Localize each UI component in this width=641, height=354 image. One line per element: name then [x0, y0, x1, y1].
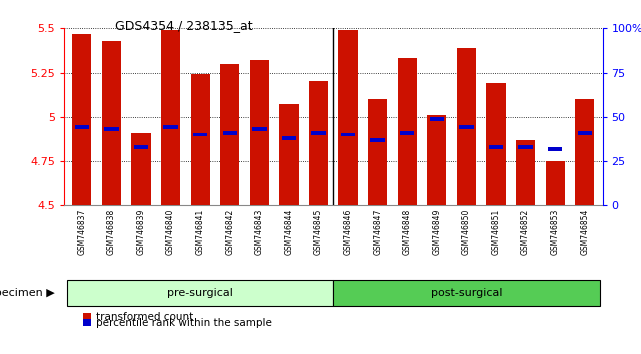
Text: GSM746849: GSM746849	[433, 209, 442, 255]
Bar	[487, 83, 506, 205]
Bar	[338, 30, 358, 205]
Bar	[575, 99, 594, 205]
Bar	[134, 145, 148, 149]
Text: GSM746839: GSM746839	[137, 209, 146, 255]
Bar	[545, 161, 565, 205]
Text: GSM746844: GSM746844	[285, 209, 294, 255]
Text: GSM746851: GSM746851	[492, 209, 501, 255]
Text: GSM746854: GSM746854	[580, 209, 589, 255]
Bar	[220, 64, 239, 205]
Text: GSM746850: GSM746850	[462, 209, 471, 255]
Bar	[250, 60, 269, 205]
Text: post-surgical: post-surgical	[431, 288, 502, 298]
Bar	[370, 138, 385, 142]
Bar	[428, 115, 447, 205]
Bar	[548, 147, 562, 150]
Bar	[519, 145, 533, 149]
Text: GSM746842: GSM746842	[225, 209, 234, 255]
Text: GSM746845: GSM746845	[314, 209, 323, 255]
Bar	[400, 131, 415, 135]
Text: pre-surgical: pre-surgical	[167, 288, 233, 298]
Bar	[459, 125, 474, 129]
Bar	[429, 116, 444, 120]
Text: GSM746852: GSM746852	[521, 209, 530, 255]
Bar	[72, 34, 92, 205]
Text: GSM746837: GSM746837	[78, 209, 87, 255]
Bar	[163, 125, 178, 129]
Text: specimen ▶: specimen ▶	[0, 288, 54, 298]
Bar	[104, 127, 119, 131]
Bar	[193, 132, 208, 136]
Text: GSM746853: GSM746853	[551, 209, 560, 255]
Text: GSM746846: GSM746846	[344, 209, 353, 255]
Text: transformed count: transformed count	[96, 312, 194, 322]
Text: GSM746838: GSM746838	[107, 209, 116, 255]
Text: GSM746847: GSM746847	[373, 209, 382, 255]
Bar	[222, 131, 237, 135]
Bar	[489, 145, 503, 149]
Bar	[161, 30, 180, 205]
Bar	[102, 41, 121, 205]
Bar	[309, 81, 328, 205]
Bar	[341, 132, 355, 136]
Bar	[397, 58, 417, 205]
Text: GDS4354 / 238135_at: GDS4354 / 238135_at	[115, 19, 253, 33]
Bar	[190, 74, 210, 205]
Text: GSM746843: GSM746843	[255, 209, 264, 255]
Bar	[368, 99, 387, 205]
Bar	[457, 48, 476, 205]
Text: percentile rank within the sample: percentile rank within the sample	[96, 318, 272, 328]
Bar	[131, 133, 151, 205]
Bar	[516, 140, 535, 205]
Text: GSM746840: GSM746840	[166, 209, 175, 255]
Text: GSM746841: GSM746841	[196, 209, 204, 255]
Bar	[578, 131, 592, 135]
Bar	[74, 125, 89, 129]
Text: GSM746848: GSM746848	[403, 209, 412, 255]
Bar	[252, 127, 267, 131]
Bar	[282, 136, 296, 140]
Bar	[279, 104, 299, 205]
Bar	[312, 131, 326, 135]
